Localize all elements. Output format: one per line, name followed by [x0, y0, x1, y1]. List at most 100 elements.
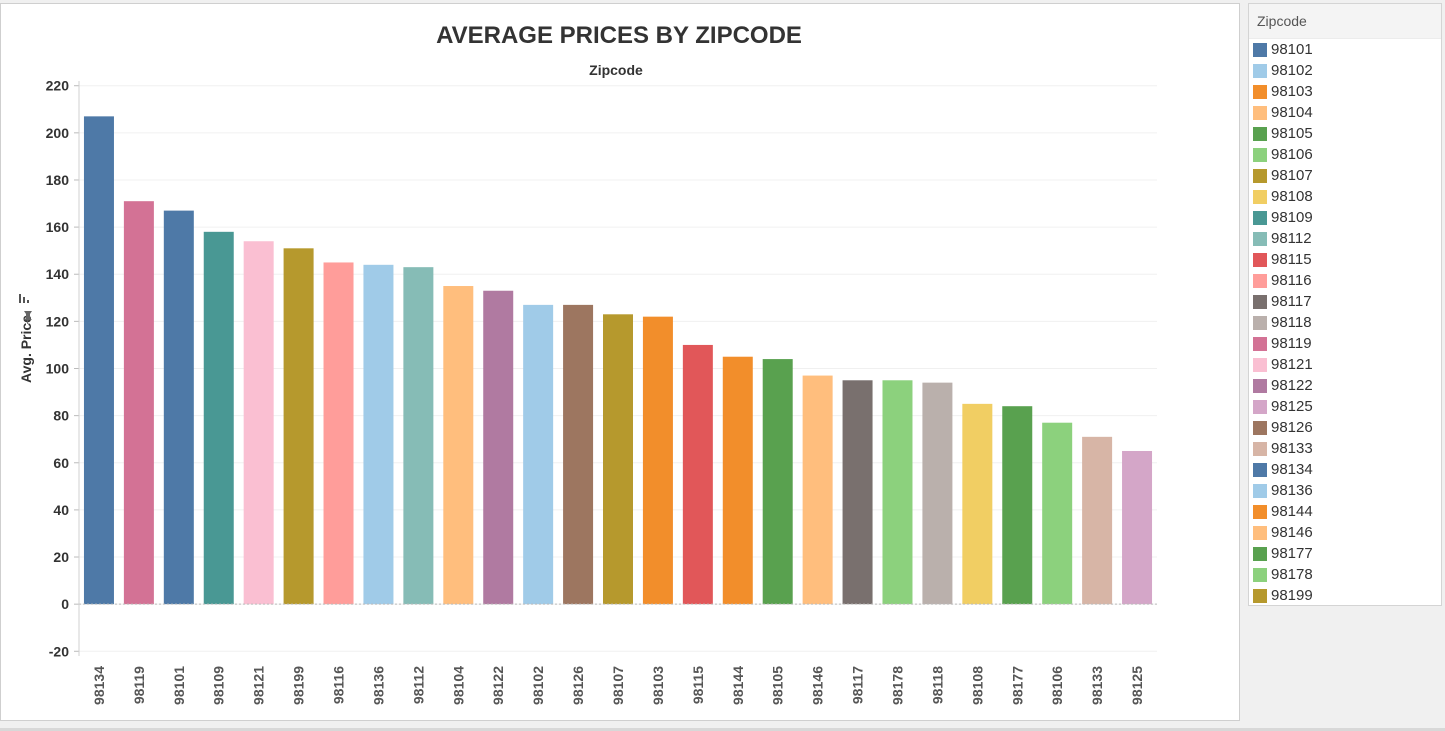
legend-item[interactable]: 98116: [1249, 270, 1441, 291]
legend-item[interactable]: 98118: [1249, 312, 1441, 333]
x-tick-label: 98134: [91, 666, 107, 705]
legend-swatch: [1253, 462, 1267, 477]
bar[interactable]: [1082, 436, 1113, 605]
legend-item[interactable]: 98104: [1249, 102, 1441, 123]
legend-swatch: [1253, 336, 1267, 351]
legend-item[interactable]: 98115: [1249, 249, 1441, 270]
y-tick-label: 100: [46, 361, 70, 377]
legend-item[interactable]: 98125: [1249, 396, 1441, 417]
x-tick-label: 98102: [530, 666, 546, 705]
legend-item[interactable]: 98177: [1249, 543, 1441, 564]
legend-item[interactable]: 98108: [1249, 186, 1441, 207]
bar[interactable]: [243, 241, 274, 605]
legend-item[interactable]: 98101: [1249, 39, 1441, 60]
bar[interactable]: [922, 382, 953, 605]
legend-label: 98104: [1271, 104, 1313, 121]
legend-label: 98118: [1271, 314, 1312, 331]
legend-item[interactable]: 98105: [1249, 123, 1441, 144]
column-header: Zipcode: [589, 62, 643, 78]
legend-swatch: [1253, 315, 1267, 330]
x-tick-label: 98121: [251, 666, 267, 705]
bar[interactable]: [962, 403, 993, 605]
bar[interactable]: [483, 290, 514, 605]
legend-item[interactable]: 98103: [1249, 81, 1441, 102]
legend-item[interactable]: 98117: [1249, 291, 1441, 312]
bar[interactable]: [163, 210, 194, 605]
legend-swatch: [1253, 525, 1267, 540]
bar[interactable]: [1002, 406, 1033, 605]
legend-item[interactable]: 98144: [1249, 501, 1441, 522]
legend-swatch: [1253, 252, 1267, 267]
legend-label: 98109: [1271, 209, 1313, 226]
bar[interactable]: [642, 316, 673, 605]
y-tick-label: 180: [46, 172, 70, 188]
bar[interactable]: [203, 231, 234, 605]
bar[interactable]: [123, 201, 154, 605]
y-tick-label: 200: [46, 125, 70, 141]
legend-label: 98136: [1271, 482, 1313, 499]
legend-item[interactable]: 98119: [1249, 333, 1441, 354]
legend-swatch: [1253, 588, 1267, 603]
legend-label: 98106: [1271, 146, 1313, 163]
x-tick-label: 98119: [131, 666, 147, 704]
bar[interactable]: [563, 304, 594, 605]
bar[interactable]: [283, 248, 314, 605]
legend-label: 98115: [1271, 251, 1312, 268]
legend-item[interactable]: 98112: [1249, 228, 1441, 249]
legend-swatch: [1253, 483, 1267, 498]
x-tick-label: 98177: [1009, 666, 1025, 705]
x-axis-ticks: 98134 98119 98101 98109 98121 98199 98116 98136…: [91, 666, 1145, 705]
bar[interactable]: [323, 262, 354, 605]
legend-label: 98177: [1271, 545, 1313, 562]
legend-swatch: [1253, 378, 1267, 393]
bar[interactable]: [682, 344, 713, 605]
legend-panel: Zipcode 98101 98102 98103 98104 98105 98106 98…: [1248, 3, 1442, 606]
bar[interactable]: [842, 380, 873, 605]
pin-icon[interactable]: [24, 311, 32, 324]
legend-item[interactable]: 98106: [1249, 144, 1441, 165]
legend-label: 98134: [1271, 461, 1313, 478]
bar[interactable]: [762, 359, 793, 605]
bar[interactable]: [1042, 422, 1073, 605]
sort-icon[interactable]: [19, 294, 29, 303]
legend-item[interactable]: 98121: [1249, 354, 1441, 375]
legend-item[interactable]: 98134: [1249, 459, 1441, 480]
legend-swatch: [1253, 441, 1267, 456]
bar[interactable]: [363, 264, 394, 605]
x-tick-label: 98101: [171, 666, 187, 705]
legend-item[interactable]: 98109: [1249, 207, 1441, 228]
legend-item[interactable]: 98102: [1249, 60, 1441, 81]
legend-swatch: [1253, 273, 1267, 288]
legend-item[interactable]: 98122: [1249, 375, 1441, 396]
legend-swatch: [1253, 567, 1267, 582]
bar[interactable]: [523, 304, 554, 605]
legend-item[interactable]: 98146: [1249, 522, 1441, 543]
legend-title: Zipcode: [1249, 4, 1441, 39]
bar[interactable]: [882, 380, 913, 605]
legend-item[interactable]: 98126: [1249, 417, 1441, 438]
x-tick-label: 98116: [331, 666, 347, 704]
legend-label: 98119: [1271, 335, 1312, 352]
legend-label: 98126: [1271, 419, 1313, 436]
legend-item[interactable]: 98199: [1249, 585, 1441, 606]
legend-item[interactable]: 98136: [1249, 480, 1441, 501]
legend-item[interactable]: 98133: [1249, 438, 1441, 459]
bottom-scrollbar[interactable]: [0, 728, 1445, 731]
legend-item[interactable]: 98107: [1249, 165, 1441, 186]
legend-item[interactable]: 98178: [1249, 564, 1441, 585]
y-tick-label: 220: [46, 78, 70, 94]
legend-swatch: [1253, 189, 1267, 204]
bar[interactable]: [443, 286, 474, 605]
bar[interactable]: [802, 375, 833, 605]
legend-label: 98116: [1271, 272, 1312, 289]
bar[interactable]: [83, 116, 114, 605]
bar[interactable]: [1122, 450, 1153, 605]
bar[interactable]: [722, 356, 753, 605]
legend-label: 98122: [1271, 377, 1313, 394]
bar[interactable]: [603, 314, 633, 605]
x-tick-label: 98117: [850, 666, 866, 704]
legend-label: 98117: [1271, 293, 1312, 310]
bar[interactable]: [403, 267, 434, 605]
x-tick-label: 98103: [650, 666, 666, 705]
